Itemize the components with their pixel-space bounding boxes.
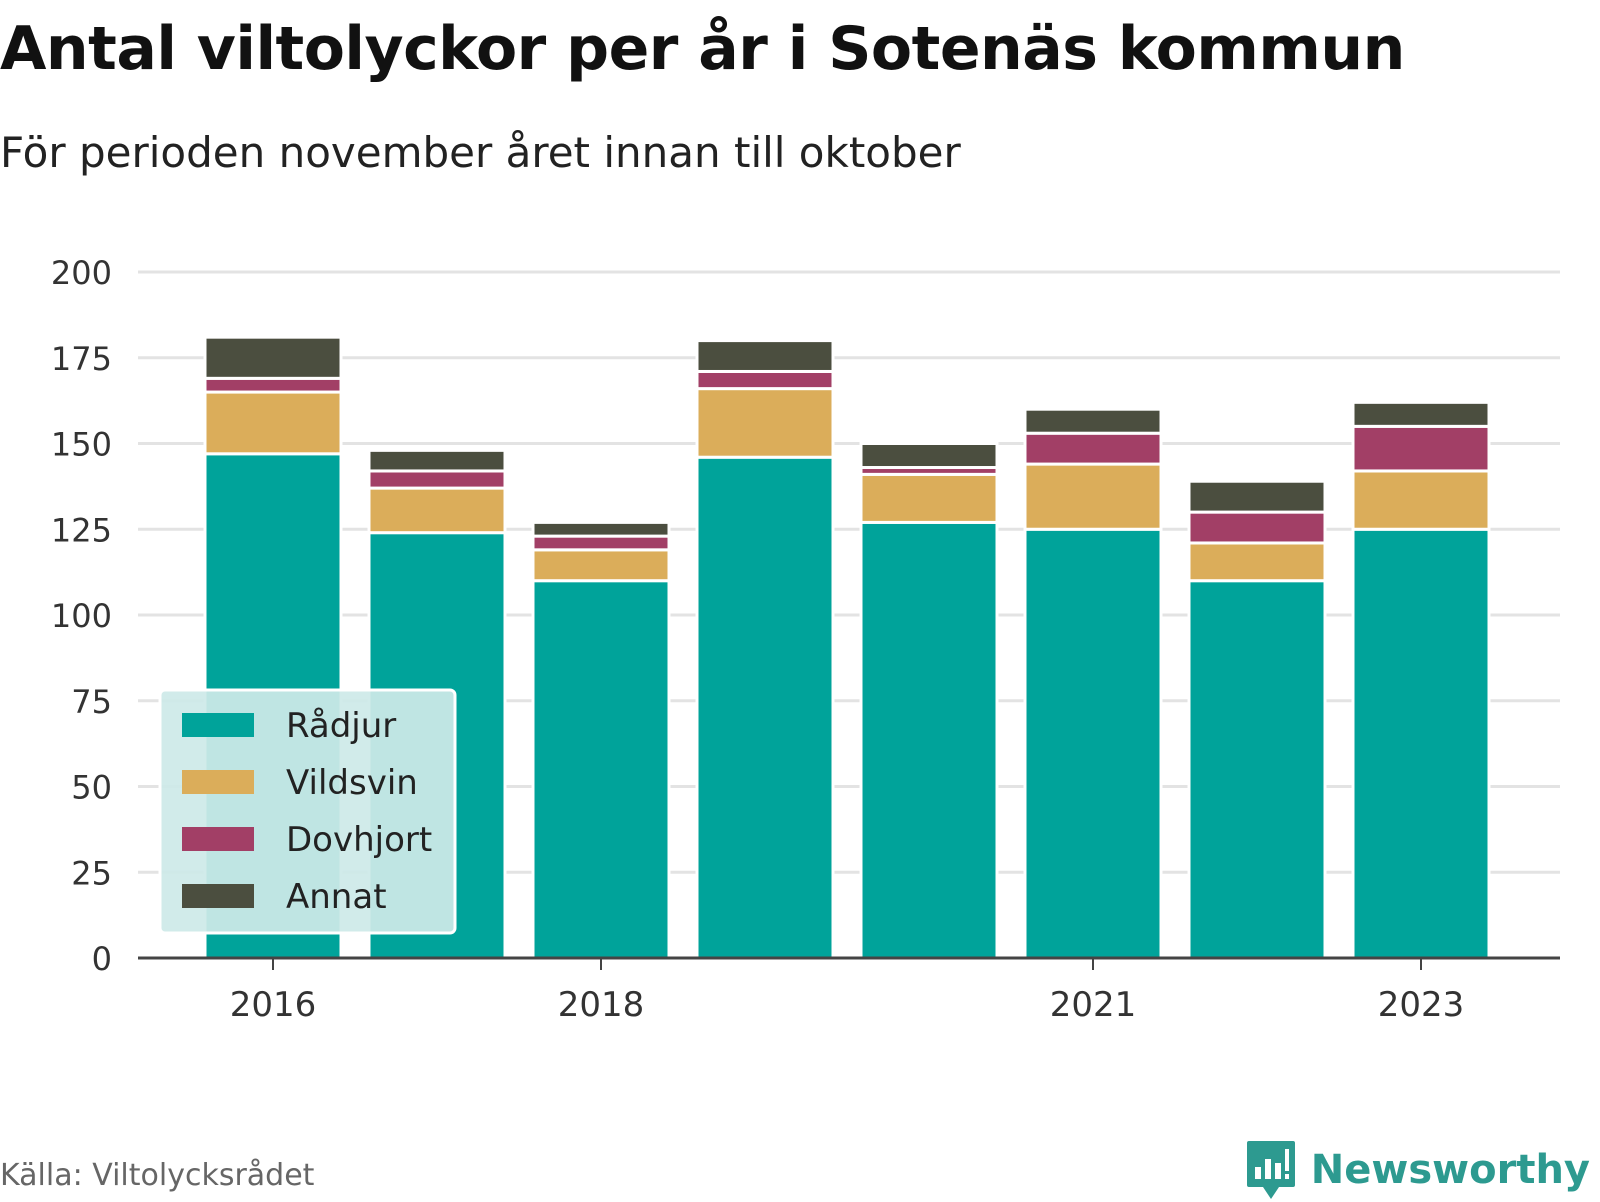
legend-box [158, 688, 457, 935]
y-tick-label: 200 [51, 254, 112, 292]
x-axis-tick-labels: 2016 2018 2021 2023 [230, 958, 1465, 1025]
bar-segment [203, 335, 343, 380]
legend-label: Annat [286, 877, 387, 917]
bar-segment [859, 520, 999, 960]
y-tick-label: 0 [92, 940, 112, 978]
legend-swatch [182, 770, 254, 794]
source-note: Källa: Viltolycksrådet [0, 1158, 315, 1193]
bar-segment [859, 442, 999, 470]
x-tick-label: 2016 [230, 985, 317, 1025]
legend-label: Rådjur [286, 706, 396, 746]
newsworthy-logo-icon [1246, 1141, 1295, 1199]
bar-segment [367, 469, 507, 490]
y-tick-label: 100 [51, 597, 112, 635]
bar-segment [695, 455, 835, 960]
bar-segment [367, 448, 507, 473]
bar-segment [1023, 431, 1163, 466]
bar-segment [1187, 479, 1327, 514]
brand-logo: Newsworthy [1245, 1138, 1590, 1202]
legend: Rådjur Vildsvin Dovhjort Annat [158, 688, 457, 935]
y-axis-tick-labels: 0 25 50 75 100 125 150 175 200 [51, 254, 112, 978]
bar-stack [1351, 400, 1491, 960]
y-tick-label: 75 [71, 683, 112, 721]
bar-segment [695, 387, 835, 459]
bar-segment [531, 534, 671, 552]
legend-swatch [182, 884, 254, 908]
legend-swatch [182, 827, 254, 851]
chart-subtitle: För perioden november året innan till ok… [0, 128, 961, 177]
bar-stack [531, 520, 671, 960]
legend-label: Vildsvin [286, 763, 418, 803]
bar-stack [859, 442, 999, 960]
bar-segment [531, 548, 671, 583]
bar-segment [1187, 510, 1327, 545]
bar-segment [859, 472, 999, 524]
bar-segment [695, 369, 835, 391]
bar-segment [695, 339, 835, 373]
y-tick-label: 175 [51, 340, 112, 378]
y-tick-label: 150 [51, 426, 112, 464]
bar-segment [531, 520, 671, 538]
y-tick-label: 25 [71, 854, 112, 892]
bar-segment [1351, 469, 1491, 531]
bar-segment [1187, 541, 1327, 583]
chart-title: Antal viltolyckor per år i Sotenäs kommu… [0, 14, 1405, 84]
legend-swatch [182, 713, 254, 737]
bar-segment [203, 390, 343, 456]
bar-stack [1187, 479, 1327, 960]
bar-segment [1351, 527, 1491, 960]
bar-segment [203, 376, 343, 394]
bar-segment [1187, 579, 1327, 960]
x-tick-label: 2021 [1050, 985, 1137, 1025]
bar-stack [1023, 407, 1163, 960]
x-tick-label: 2023 [1378, 985, 1465, 1025]
brand-name: Newsworthy [1310, 1147, 1590, 1193]
bar-segment [1023, 462, 1163, 531]
x-tick-label: 2018 [558, 985, 645, 1025]
bar-segment [1023, 527, 1163, 960]
legend-label: Dovhjort [286, 820, 432, 860]
bar-stack [695, 339, 835, 960]
bar-segment [1351, 400, 1491, 428]
bar-segment [1023, 407, 1163, 435]
y-tick-label: 125 [51, 511, 112, 549]
bar-segment [367, 486, 507, 535]
y-tick-label: 50 [71, 769, 112, 807]
bar-segment [1351, 424, 1491, 473]
bar-segment [531, 579, 671, 960]
